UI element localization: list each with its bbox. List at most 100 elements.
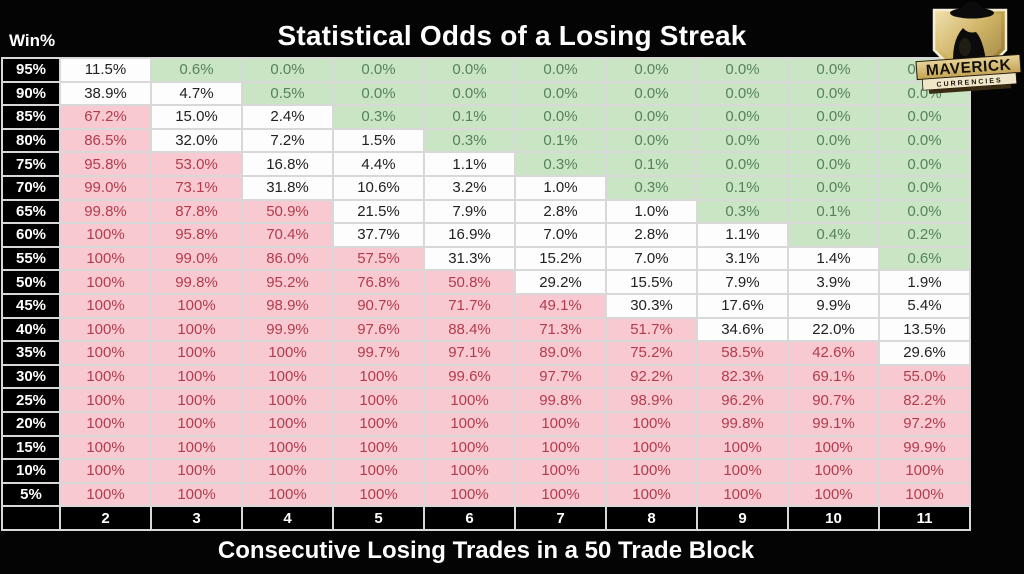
odds-cell: 0.0% xyxy=(787,104,880,130)
odds-cell: 100% xyxy=(241,387,334,413)
row-label-win-percent: 35% xyxy=(1,340,61,366)
odds-cell: 86.5% xyxy=(59,127,152,154)
odds-cell: 100% xyxy=(59,340,152,366)
odds-cell: 82.3% xyxy=(696,363,789,390)
odds-cell: 100% xyxy=(150,387,243,413)
odds-cell: 97.2% xyxy=(878,410,971,437)
odds-cell: 0.3% xyxy=(423,127,516,154)
row-label-win-percent: 45% xyxy=(1,292,61,319)
odds-cell: 31.8% xyxy=(241,174,334,201)
odds-cell: 0.0% xyxy=(696,127,789,154)
odds-cell: 100% xyxy=(423,387,516,413)
odds-cell: 21.5% xyxy=(332,198,425,225)
odds-cell: 100% xyxy=(241,363,334,390)
odds-cell: 55.0% xyxy=(878,363,971,390)
table-row: 40% 100% 100% 99.9% 97.6% 88.4% 71.3% 51.7% 34.6… xyxy=(1,316,971,343)
odds-cell: 1.1% xyxy=(696,222,789,248)
odds-cell: 0.0% xyxy=(787,127,880,154)
table-row: 30% 100% 100% 100% 100% 99.6% 97.7% 92.2% 82.3% 6… xyxy=(1,363,971,390)
odds-cell: 100% xyxy=(59,387,152,413)
odds-cell: 97.7% xyxy=(514,363,607,390)
column-header: 7 xyxy=(514,505,607,531)
odds-cell: 0.6% xyxy=(878,245,971,272)
table-row: 25% 100% 100% 100% 100% 100% 99.8% 98.9% 96.2% 90… xyxy=(1,387,971,413)
odds-cell: 100% xyxy=(332,363,425,390)
table-row: 65% 99.8% 87.8% 50.9% 21.5% 7.9% 2.8% 1.0% 0.3% 0… xyxy=(1,198,971,225)
odds-cell: 100% xyxy=(59,269,152,295)
losing-streak-table: 95% 11.5% 0.6% 0.0% 0.0% 0.0% 0.0% 0.0% 0.0% 0.0%… xyxy=(1,57,971,531)
odds-cell: 0.0% xyxy=(605,57,698,83)
row-label-win-percent: 75% xyxy=(1,151,61,177)
column-header-row: 2 3 4 5 6 7 8 9 10 11 xyxy=(1,505,971,531)
odds-cell: 100% xyxy=(696,458,789,484)
chart-title: Statistical Odds of a Losing Streak xyxy=(277,20,747,51)
column-header: 11 xyxy=(878,505,971,531)
odds-cell: 7.0% xyxy=(514,222,607,248)
odds-cell: 82.2% xyxy=(878,387,971,413)
table-row: 90% 38.9% 4.7% 0.5% 0.0% 0.0% 0.0% 0.0% 0.0% 0.0%… xyxy=(1,80,971,107)
odds-cell: 10.6% xyxy=(332,174,425,201)
row-label-win-percent: 60% xyxy=(1,222,61,248)
column-header: 6 xyxy=(423,505,516,531)
odds-cell: 0.3% xyxy=(332,104,425,130)
odds-cell: 0.2% xyxy=(878,222,971,248)
odds-cell: 75.2% xyxy=(605,340,698,366)
odds-cell: 0.4% xyxy=(787,222,880,248)
odds-cell: 31.3% xyxy=(423,245,516,272)
column-header: 3 xyxy=(150,505,243,531)
odds-cell: 2.8% xyxy=(605,222,698,248)
odds-cell: 0.1% xyxy=(514,127,607,154)
row-label-win-percent: 55% xyxy=(1,245,61,272)
odds-cell: 100% xyxy=(514,481,607,508)
odds-cell: 100% xyxy=(332,410,425,437)
odds-cell: 3.2% xyxy=(423,174,516,201)
odds-cell: 69.1% xyxy=(787,363,880,390)
odds-cell: 0.0% xyxy=(514,80,607,107)
odds-cell: 100% xyxy=(241,458,334,484)
table-row: 50% 100% 99.8% 95.2% 76.8% 50.8% 29.2% 15.5% 7.9… xyxy=(1,269,971,295)
odds-cell: 100% xyxy=(423,410,516,437)
odds-cell: 7.2% xyxy=(241,127,334,154)
odds-cell: 5.4% xyxy=(878,292,971,319)
odds-cell: 99.0% xyxy=(150,245,243,272)
odds-cell: 100% xyxy=(59,316,152,343)
odds-cell: 100% xyxy=(150,316,243,343)
odds-cell: 58.5% xyxy=(696,340,789,366)
odds-cell: 100% xyxy=(59,458,152,484)
odds-cell: 100% xyxy=(59,434,152,461)
odds-cell: 100% xyxy=(423,434,516,461)
odds-cell: 100% xyxy=(696,434,789,461)
odds-cell: 100% xyxy=(59,222,152,248)
odds-cell: 0.0% xyxy=(787,174,880,201)
odds-cell: 73.1% xyxy=(150,174,243,201)
odds-cell: 100% xyxy=(605,481,698,508)
row-label-win-percent: 80% xyxy=(1,127,61,154)
odds-cell: 50.8% xyxy=(423,269,516,295)
odds-cell: 0.0% xyxy=(787,57,880,83)
odds-cell: 16.9% xyxy=(423,222,516,248)
table-row: 5% 100% 100% 100% 100% 100% 100% 100% 100% 100% 10… xyxy=(1,481,971,508)
odds-cell: 0.0% xyxy=(332,80,425,107)
odds-cell: 1.4% xyxy=(787,245,880,272)
odds-cell: 32.0% xyxy=(150,127,243,154)
odds-cell: 100% xyxy=(787,434,880,461)
odds-cell: 0.0% xyxy=(514,104,607,130)
column-header: 8 xyxy=(605,505,698,531)
odds-cell: 3.9% xyxy=(787,269,880,295)
odds-cell: 4.4% xyxy=(332,151,425,177)
odds-cell: 29.6% xyxy=(878,340,971,366)
table-row: 80% 86.5% 32.0% 7.2% 1.5% 0.3% 0.1% 0.0% 0.0% 0.0… xyxy=(1,127,971,154)
odds-cell: 100% xyxy=(241,410,334,437)
odds-cell: 98.9% xyxy=(605,387,698,413)
odds-cell: 42.6% xyxy=(787,340,880,366)
odds-cell: 86.0% xyxy=(241,245,334,272)
column-header: 9 xyxy=(696,505,789,531)
odds-cell: 2.4% xyxy=(241,104,334,130)
odds-cell: 100% xyxy=(59,363,152,390)
odds-cell: 0.0% xyxy=(878,198,971,225)
odds-cell: 100% xyxy=(150,410,243,437)
odds-cell: 100% xyxy=(150,363,243,390)
row-label-win-percent: 15% xyxy=(1,434,61,461)
odds-cell: 0.1% xyxy=(787,198,880,225)
odds-cell: 0.6% xyxy=(150,57,243,83)
